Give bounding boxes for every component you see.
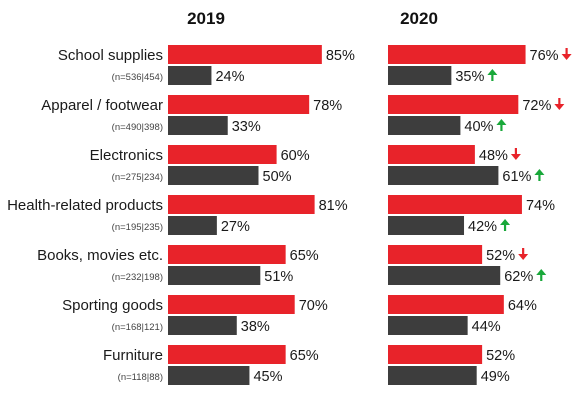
arrow-up-icon	[536, 269, 547, 281]
bar-y2020-top	[388, 45, 526, 64]
value-label: 65%	[290, 348, 319, 364]
category-label: School supplies	[58, 47, 163, 64]
bar-y2020-top	[388, 195, 522, 214]
value-label: 33%	[232, 119, 261, 135]
sample-size-label: (n=536|454)	[112, 72, 163, 83]
value-label: 40%	[464, 119, 493, 135]
value-label: 72%	[522, 98, 551, 114]
panel-title-2020: 2020	[400, 9, 438, 28]
value-label: 70%	[299, 298, 328, 314]
bar-y2019-top	[168, 45, 322, 64]
bar-y2020-top	[388, 145, 475, 164]
bar-y2020-top	[388, 245, 483, 264]
value-label: 76%	[530, 48, 559, 64]
bar-y2019-top	[168, 245, 286, 264]
value-label: 85%	[326, 48, 355, 64]
sample-size-label: (n=118|88)	[118, 372, 163, 383]
value-label: 65%	[290, 248, 319, 264]
value-label: 81%	[319, 198, 348, 214]
bar-y2019-top	[168, 295, 295, 314]
value-label: 52%	[486, 248, 515, 264]
bar-y2020-bottom	[388, 116, 461, 135]
category-label: Health-related products	[7, 197, 163, 214]
bar-y2019-bottom	[168, 166, 259, 185]
arrow-down-icon	[510, 148, 521, 160]
panel-title-2019: 2019	[187, 9, 225, 28]
bar-y2019-bottom	[168, 366, 250, 385]
category-label: Apparel / footwear	[41, 97, 163, 114]
category-label: Furniture	[103, 347, 163, 364]
value-label: 74%	[526, 198, 555, 214]
bar-y2019-top	[168, 195, 315, 214]
bar-y2019-bottom	[168, 316, 237, 335]
bar-y2020-top	[388, 295, 504, 314]
value-label: 62%	[504, 269, 533, 285]
value-label: 38%	[241, 319, 270, 335]
bar-y2019-bottom	[168, 216, 217, 235]
bar-y2019-bottom	[168, 116, 228, 135]
value-label: 50%	[263, 169, 292, 185]
value-label: 60%	[281, 148, 310, 164]
arrow-up-icon	[534, 169, 545, 181]
bar-y2020-bottom	[388, 266, 501, 285]
category-label: Electronics	[90, 147, 163, 164]
sample-size-label: (n=232|198)	[112, 272, 163, 283]
sample-size-label: (n=195|235)	[112, 222, 163, 233]
bar-y2020-bottom	[388, 66, 452, 85]
value-label: 44%	[472, 319, 501, 335]
sample-size-label: (n=490|398)	[112, 122, 163, 133]
arrow-up-icon	[487, 69, 498, 81]
bar-y2020-bottom	[388, 316, 468, 335]
value-label: 24%	[215, 69, 244, 85]
category-label: Books, movies etc.	[37, 247, 163, 264]
bar-y2019-bottom	[168, 66, 212, 85]
value-label: 51%	[264, 269, 293, 285]
arrow-down-icon	[561, 48, 572, 60]
sample-size-label: (n=275|234)	[112, 172, 163, 183]
category-label: Sporting goods	[62, 297, 163, 314]
value-label: 27%	[221, 219, 250, 235]
value-label: 35%	[455, 69, 484, 85]
sample-size-label: (n=168|121)	[112, 322, 163, 333]
bar-y2019-bottom	[168, 266, 261, 285]
value-label: 42%	[468, 219, 497, 235]
bar-y2020-bottom	[388, 366, 477, 385]
value-label: 49%	[481, 369, 510, 385]
bar-y2019-top	[168, 145, 277, 164]
value-label: 78%	[313, 98, 342, 114]
bar-y2020-bottom	[388, 216, 465, 235]
value-label: 48%	[479, 148, 508, 164]
value-label: 45%	[253, 369, 282, 385]
bar-y2019-top	[168, 345, 286, 364]
arrow-down-icon	[518, 248, 529, 260]
arrow-up-icon	[496, 119, 507, 131]
value-label: 61%	[502, 169, 531, 185]
value-label: 64%	[508, 298, 537, 314]
arrow-up-icon	[500, 219, 511, 231]
bar-y2020-top	[388, 95, 519, 114]
bar-y2020-bottom	[388, 166, 499, 185]
bar-y2019-top	[168, 95, 310, 114]
bar-y2020-top	[388, 345, 483, 364]
arrow-down-icon	[554, 98, 565, 110]
value-label: 52%	[486, 348, 515, 364]
